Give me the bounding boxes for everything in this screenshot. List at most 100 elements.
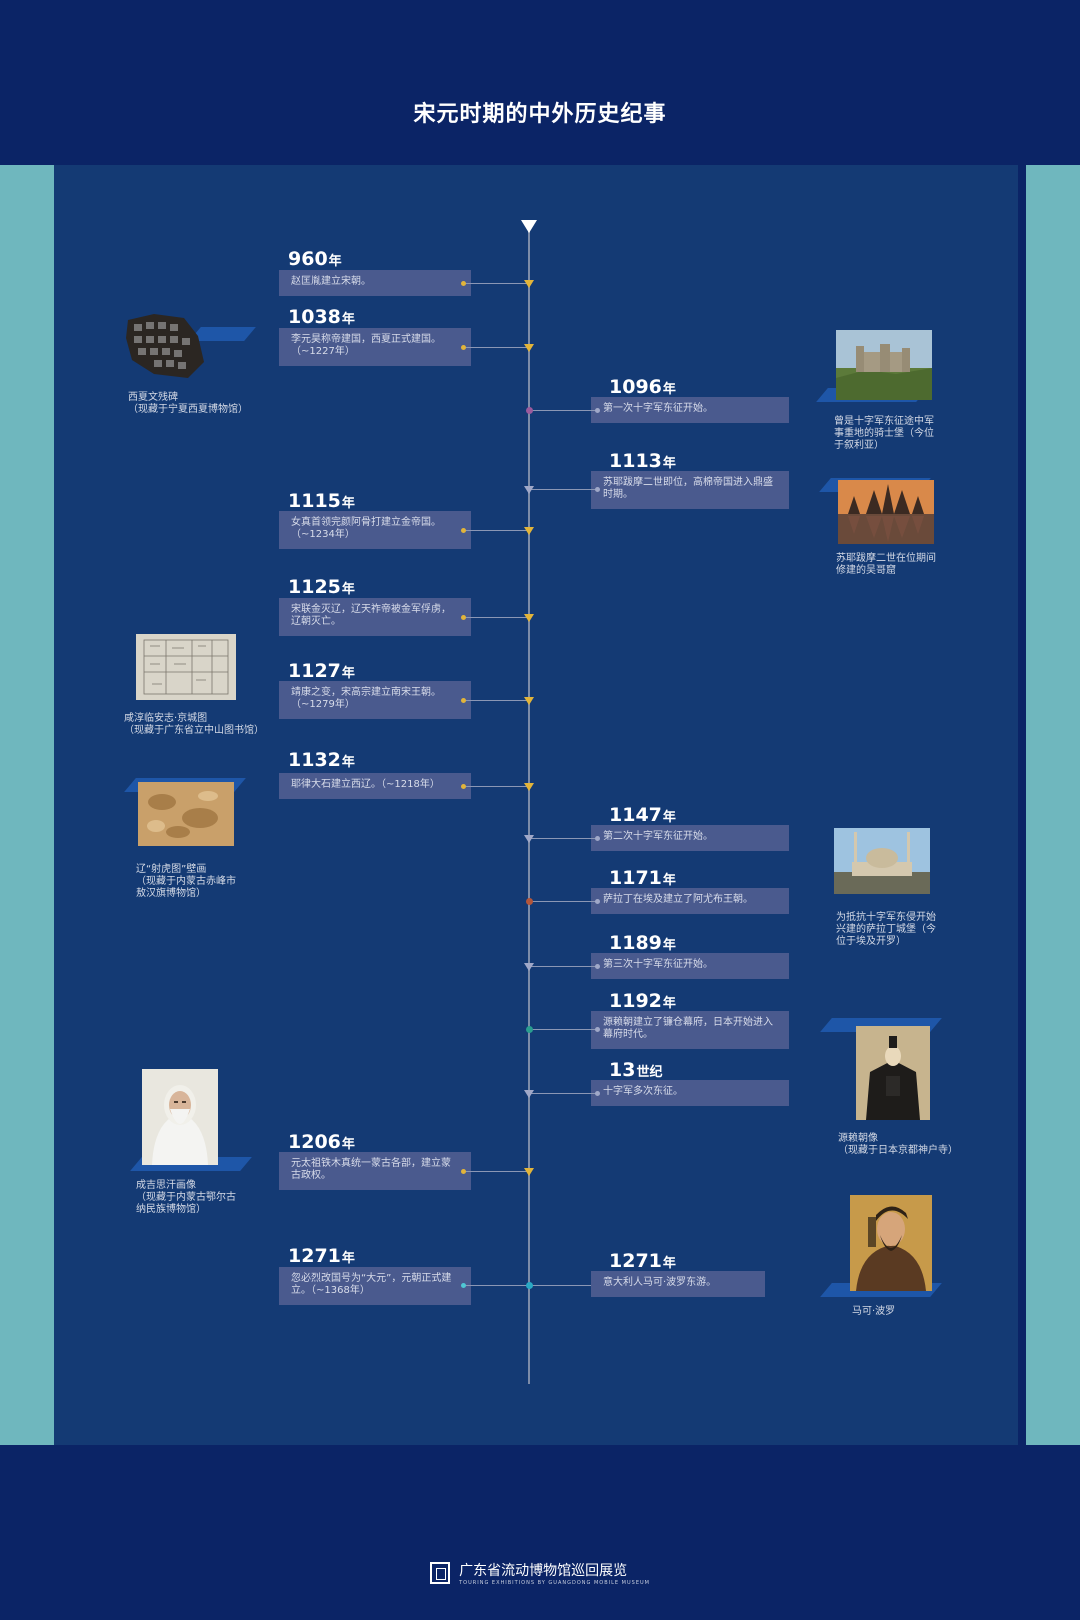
timeline-marker-icon <box>524 614 534 622</box>
event-year: 1132年 <box>288 749 355 771</box>
citadel-image <box>834 828 930 894</box>
event-connector <box>463 347 529 348</box>
image-caption: 源赖朝像 （现藏于日本京都神户寺） <box>838 1133 958 1156</box>
event-connector <box>529 410 597 411</box>
event-box: 元太祖铁木真统一蒙古各部，建立蒙古政权。 <box>279 1152 471 1190</box>
event-year: 1147年 <box>609 804 676 826</box>
event-box: 意大利人马可·波罗东游。 <box>591 1271 765 1297</box>
event-dot <box>461 1283 466 1288</box>
angkor-wat-image <box>838 480 934 544</box>
event-year: 1206年 <box>288 1131 355 1153</box>
event-box: 女真首领完颜阿骨打建立金帝国。（~1234年） <box>279 511 471 549</box>
event-box: 第三次十字军东征开始。 <box>591 953 789 979</box>
event-year: 1113年 <box>609 450 676 472</box>
event-year: 1189年 <box>609 932 676 954</box>
event-dot <box>595 836 600 841</box>
event-connector <box>463 617 529 618</box>
right-side-bar <box>1026 165 1080 1445</box>
image-caption: 马可·波罗 <box>852 1306 896 1317</box>
tiger-mural-image <box>138 782 234 846</box>
event-year: 1096年 <box>609 376 676 398</box>
event-connector <box>529 966 597 967</box>
event-connector <box>463 283 529 284</box>
event-box: 李元昊称帝建国，西夏正式建国。（~1227年） <box>279 328 471 366</box>
event-year: 13世纪 <box>609 1059 663 1081</box>
museum-logo-icon <box>430 1562 451 1584</box>
event-year: 1271年 <box>288 1245 355 1267</box>
footer-band <box>0 1445 1080 1620</box>
minamoto-portrait-image <box>856 1026 930 1120</box>
event-connector <box>463 530 529 531</box>
event-year: 1171年 <box>609 867 676 889</box>
timeline-marker-icon <box>524 963 534 971</box>
event-year: 1038年 <box>288 306 355 328</box>
timeline-marker-icon <box>524 697 534 705</box>
left-side-bar <box>0 165 54 1445</box>
footer-subtitle: TOURING EXHIBITIONS BY GUANGDONG MOBILE … <box>459 1580 650 1586</box>
event-connector <box>463 786 529 787</box>
event-dot <box>461 528 466 533</box>
crusader-castle-image <box>836 330 932 400</box>
image-caption: 西夏文残碑 （现藏于宁夏西夏博物馆） <box>128 392 248 415</box>
timeline-marker-icon <box>524 527 534 535</box>
event-dot <box>595 1091 600 1096</box>
timeline-node-icon <box>526 407 533 414</box>
timeline-marker-icon <box>524 280 534 288</box>
event-dot <box>461 1169 466 1174</box>
event-dot <box>595 1027 600 1032</box>
event-connector <box>529 1029 597 1030</box>
image-caption: 曾是十字军东征途中军 事重地的骑士堡（今位 于叙利亚） <box>834 416 934 451</box>
footer: 广东省流动博物馆巡回展览 TOURING EXHIBITIONS BY GUAN… <box>0 1560 1080 1586</box>
event-connector <box>463 1171 529 1172</box>
timeline-node-icon <box>526 1026 533 1033</box>
stele-fragment-image <box>124 312 206 380</box>
event-box: 苏耶跋摩二世即位，高棉帝国进入鼎盛时期。 <box>591 471 789 509</box>
event-connector <box>529 838 597 839</box>
event-dot <box>595 408 600 413</box>
event-connector <box>529 489 597 490</box>
footer-title: 广东省流动博物馆巡回展览 <box>459 1563 628 1579</box>
page-title: 宋元时期的中外历史纪事 <box>413 102 667 127</box>
event-box: 宋联金灭辽，辽天祚帝被金军俘虏，辽朝灭亡。 <box>279 598 471 636</box>
event-box: 十字军多次东征。 <box>591 1080 789 1106</box>
event-connector <box>529 901 597 902</box>
event-year: 960年 <box>288 248 342 270</box>
event-box: 忽必烈改国号为“大元”，元朝正式建立。（~1368年） <box>279 1267 471 1305</box>
event-dot <box>461 784 466 789</box>
image-caption: 成吉思汗画像 （现藏于内蒙古鄂尔古 纳民族博物馆） <box>136 1180 236 1215</box>
image-caption: 为抵抗十字军东侵开始 兴建的萨拉丁城堡（今 位于埃及开罗） <box>836 912 936 947</box>
event-dot <box>461 345 466 350</box>
timeline-start-arrow-icon <box>521 220 537 233</box>
timeline-marker-icon <box>524 486 534 494</box>
event-dot <box>461 698 466 703</box>
event-year: 1115年 <box>288 490 355 512</box>
event-year: 1125年 <box>288 576 355 598</box>
image-caption: 咸淳临安志·京城图 （现藏于广东省立中山图书馆） <box>124 713 264 736</box>
event-box: 靖康之变，宋高宗建立南宋王朝。（~1279年） <box>279 681 471 719</box>
header-band <box>0 0 1080 165</box>
event-dot <box>595 964 600 969</box>
timeline-marker-icon <box>524 344 534 352</box>
city-map-image <box>136 634 236 700</box>
event-connector <box>529 1093 597 1094</box>
event-dot <box>461 615 466 620</box>
timeline-marker-icon <box>524 1168 534 1176</box>
event-dot <box>461 281 466 286</box>
timeline-marker-icon <box>524 783 534 791</box>
event-year: 1192年 <box>609 990 676 1012</box>
event-box: 源赖朝建立了镰仓幕府，日本开始进入幕府时代。 <box>591 1011 789 1049</box>
marco-polo-portrait-image <box>850 1195 932 1291</box>
event-dot <box>595 899 600 904</box>
event-box: 赵匡胤建立宋朝。 <box>279 270 471 296</box>
timeline-node-icon <box>526 898 533 905</box>
event-box: 萨拉丁在埃及建立了阿尤布王朝。 <box>591 888 789 914</box>
event-box: 耶律大石建立西辽。（~1218年） <box>279 773 471 799</box>
timeline-marker-icon <box>524 1090 534 1098</box>
genghis-khan-portrait-image <box>142 1069 218 1165</box>
timeline-node-icon <box>526 1282 533 1289</box>
event-dot <box>595 487 600 492</box>
event-box: 第二次十字军东征开始。 <box>591 825 789 851</box>
event-year: 1271年 <box>609 1250 676 1272</box>
timeline-marker-icon <box>524 835 534 843</box>
image-caption: 辽“射虎图”壁画 （现藏于内蒙古赤峰市 敖汉旗博物馆） <box>136 864 236 899</box>
